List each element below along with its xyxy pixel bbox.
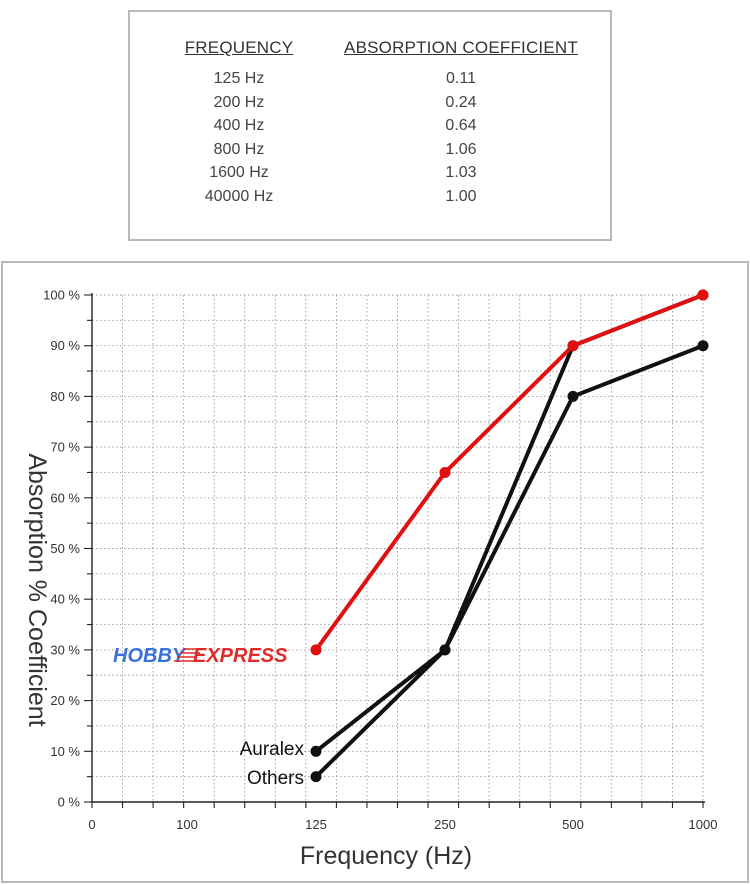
absorption-cell: 1.06 bbox=[445, 140, 477, 158]
y-tick-label: 60 % bbox=[50, 490, 80, 505]
frequency-column: FREQUENCY 125 Hz 200 Hz 400 Hz 800 Hz 16… bbox=[170, 38, 308, 209]
chart-panel: 0 % 10 % 20 % 30 % 40 % 50 % 60 % 70 % 80 % 90 % 1… bbox=[1, 261, 749, 883]
auralex-label: Auralex bbox=[240, 739, 305, 760]
y-tick-label: 100 % bbox=[43, 288, 80, 303]
data-point-hobby-express bbox=[567, 340, 579, 352]
x-tick-label: 0 bbox=[88, 817, 95, 832]
y-tick-label: 50 % bbox=[50, 541, 80, 556]
logo-text-right: EXPRESS bbox=[193, 645, 288, 667]
hobby-express-logo: HOBBY EXPRESS bbox=[113, 645, 288, 667]
y-axis-title: Absorption % Coefficient bbox=[23, 453, 51, 726]
frequency-cell: 40000 Hz bbox=[204, 187, 274, 205]
absorption-cell: 1.00 bbox=[445, 187, 477, 205]
absorption-header: ABSORPTION COEFFICIENT bbox=[344, 38, 578, 57]
frequency-cell: 400 Hz bbox=[213, 117, 265, 135]
chart-axes bbox=[84, 293, 705, 808]
absorption-table: FREQUENCY 125 Hz 200 Hz 400 Hz 800 Hz 16… bbox=[128, 10, 612, 241]
series-line-others bbox=[314, 343, 705, 779]
frequency-cell: 125 Hz bbox=[213, 70, 265, 87]
data-point-hobby-express bbox=[310, 644, 322, 656]
x-tick-label: 1000 bbox=[689, 817, 718, 832]
data-point-hobby-express bbox=[439, 466, 451, 478]
y-tick-label: 20 % bbox=[50, 693, 80, 708]
absorption-cell: 1.03 bbox=[445, 164, 477, 182]
absorption-column: ABSORPTION COEFFICIENT 0.11 0.24 0.64 1.… bbox=[330, 38, 592, 209]
others-label: Others bbox=[247, 768, 304, 789]
absorption-cell: 0.24 bbox=[445, 93, 477, 111]
x-tick-label: 500 bbox=[562, 817, 584, 832]
frequency-header: FREQUENCY bbox=[184, 38, 294, 57]
frequency-cell: 200 Hz bbox=[213, 93, 265, 111]
data-point-others bbox=[697, 340, 709, 352]
x-tick-label: 125 bbox=[305, 817, 327, 832]
frequency-cell: 800 Hz bbox=[213, 140, 265, 158]
data-point-others bbox=[310, 771, 322, 783]
x-axis-title: Frequency (Hz) bbox=[300, 842, 472, 870]
x-tick-label: 100 bbox=[176, 817, 198, 832]
x-tick-label: 250 bbox=[434, 817, 456, 832]
series-lines bbox=[314, 293, 705, 779]
absorption-cell: 0.11 bbox=[446, 70, 476, 87]
y-tick-label: 80 % bbox=[50, 389, 80, 404]
data-point-hobby-express bbox=[697, 289, 709, 301]
series-points bbox=[310, 289, 709, 783]
y-tick-labels: 0 % 10 % 20 % 30 % 40 % 50 % 60 % 70 % 80 % 90 % 1… bbox=[43, 288, 80, 810]
data-point-auralex bbox=[310, 745, 322, 757]
chart-grid bbox=[91, 294, 704, 803]
absorption-chart: 0 % 10 % 20 % 30 % 40 % 50 % 60 % 70 % 80 % 90 % 1… bbox=[23, 288, 717, 871]
x-tick-labels: 0 100 125 250 500 1000 bbox=[88, 817, 717, 832]
y-tick-label: 40 % bbox=[50, 592, 80, 607]
y-tick-label: 30 % bbox=[50, 642, 80, 657]
y-tick-label: 90 % bbox=[50, 338, 80, 353]
series-line-hobby-express bbox=[314, 293, 705, 652]
y-tick-label: 0 % bbox=[58, 795, 81, 810]
data-point-others bbox=[439, 644, 451, 656]
data-point-others bbox=[567, 390, 579, 402]
y-tick-label: 70 % bbox=[50, 440, 80, 455]
y-tick-label: 10 % bbox=[50, 744, 80, 759]
frequency-cell: 1600 Hz bbox=[209, 164, 269, 182]
logo-text-left: HOBBY bbox=[113, 645, 187, 667]
absorption-cell: 0.64 bbox=[445, 117, 477, 135]
